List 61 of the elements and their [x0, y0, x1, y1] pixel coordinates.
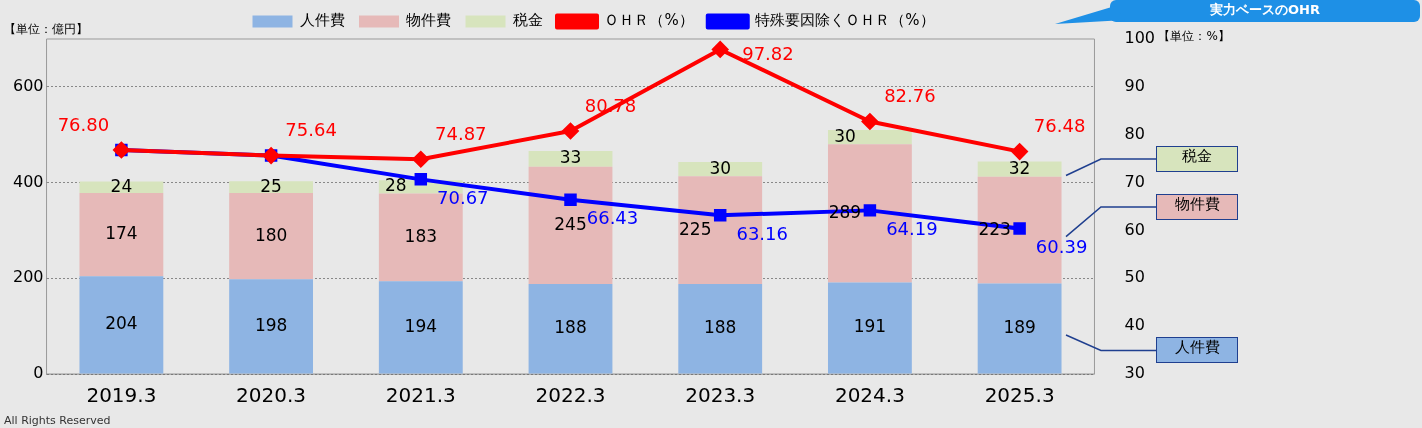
- legend-label: ＯＨＲ（%）: [604, 11, 694, 30]
- y2-tick-label: 30: [1124, 363, 1145, 383]
- data-label: 64.19: [886, 218, 938, 240]
- x-tick-label: 2020.3: [236, 383, 307, 408]
- data-label: 189: [1003, 316, 1036, 337]
- data-label: 188: [554, 317, 587, 338]
- x-tick-label: 2019.3: [86, 383, 157, 408]
- x-tick-label: 2022.3: [535, 383, 606, 408]
- y2-axis-title: 【単位：%】: [1158, 29, 1230, 44]
- legend-label: 物件費: [406, 11, 452, 30]
- data-label: 28: [385, 175, 407, 196]
- x-tick-label: 2025.3: [984, 383, 1055, 408]
- data-label: 25: [260, 175, 282, 196]
- data-label: 198: [254, 314, 288, 335]
- y2-tick-label: 60: [1124, 219, 1145, 239]
- y-axis-title: 【単位：億円】: [4, 22, 88, 37]
- data-label: 76.80: [57, 113, 110, 135]
- text: 人件費: [1174, 338, 1220, 357]
- data-label: 60.39: [1035, 236, 1088, 258]
- legend-label: 税金: [513, 11, 543, 30]
- text: 税金: [1182, 146, 1213, 165]
- y2-tick-label: 40: [1124, 315, 1145, 335]
- y-tick-label: 600: [12, 76, 44, 96]
- y-tick-label: 200: [12, 267, 44, 287]
- data-label: 204: [105, 313, 138, 334]
- legend-label: 特殊要因除くＯＨＲ（%）: [755, 11, 935, 30]
- data-label: 70.67: [437, 187, 489, 209]
- y2-tick-label: 50: [1124, 267, 1145, 287]
- y-tick-label: 0: [33, 363, 44, 383]
- data-label: 75.64: [285, 119, 337, 141]
- x-tick-label: 2024.3: [834, 383, 905, 408]
- data-label: 183: [404, 225, 438, 246]
- data-label: 33: [559, 147, 582, 168]
- y2-tick-label: 90: [1124, 76, 1145, 96]
- data-label: 30: [709, 157, 732, 178]
- data-label: 191: [853, 316, 887, 337]
- text: 実力ベースのOHR: [1209, 2, 1320, 18]
- data-label: 194: [404, 315, 438, 336]
- data-label: 174: [105, 223, 138, 244]
- data-label: 74.87: [435, 122, 487, 144]
- y-tick-label: 400: [12, 171, 44, 191]
- legend-label: 人件費: [300, 11, 345, 30]
- data-label: 76.48: [1033, 115, 1086, 137]
- y2-tick-label: 70: [1124, 171, 1145, 191]
- data-label: 63.16: [736, 222, 788, 244]
- data-label: 24: [110, 175, 133, 196]
- x-tick-label: 2021.3: [385, 383, 456, 408]
- data-label: 180: [254, 224, 288, 245]
- data-label: 66.43: [586, 207, 639, 229]
- text: All Rights Reserved: [4, 413, 111, 427]
- y2-tick-label: 80: [1124, 123, 1145, 143]
- x-tick-label: 2023.3: [685, 383, 756, 408]
- data-label: 82.76: [884, 85, 936, 107]
- data-label: 225: [679, 218, 712, 239]
- data-label: 188: [703, 317, 737, 338]
- y2-tick-label: 100: [1124, 28, 1156, 48]
- data-label: 245: [554, 213, 587, 234]
- data-label: 32: [1008, 157, 1031, 178]
- data-label: 30: [834, 125, 856, 146]
- data-label: 97.82: [742, 43, 794, 65]
- text: 物件費: [1174, 194, 1220, 213]
